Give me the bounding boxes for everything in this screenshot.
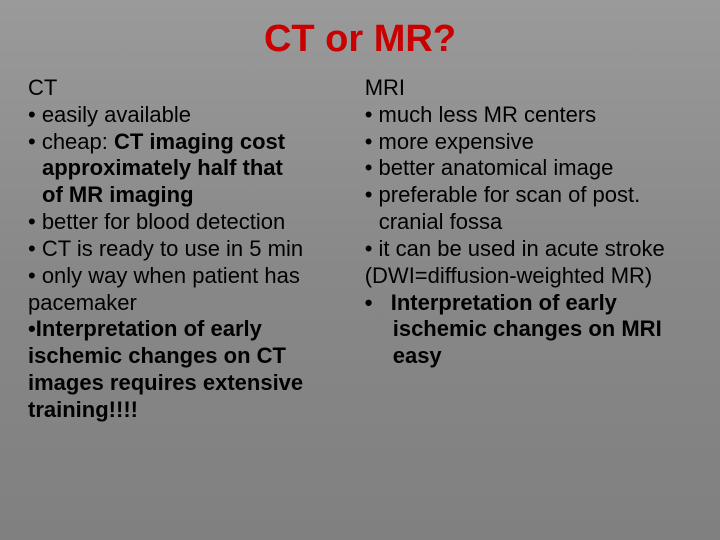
mri-line-7: (DWI=diffusion-weighted MR) bbox=[365, 263, 697, 290]
right-column: MRI • much less MR centers • more expens… bbox=[365, 75, 697, 424]
mri-line-9: ischemic changes on MRI bbox=[365, 316, 697, 343]
mri-line-3: • better anatomical image bbox=[365, 155, 697, 182]
ct-line-2b: CT imaging cost bbox=[114, 129, 285, 154]
mri-line-2: • more expensive bbox=[365, 129, 697, 156]
ct-line-7: • only way when patient has bbox=[28, 263, 347, 290]
columns-container: CT • easily available • cheap: CT imagin… bbox=[28, 75, 692, 424]
ct-line-8: pacemaker bbox=[28, 290, 347, 317]
mri-heading: MRI bbox=[365, 75, 697, 102]
mri-line-5: cranial fossa bbox=[365, 209, 697, 236]
ct-line-9: •Interpretation of early bbox=[28, 316, 347, 343]
slide: CT or MR? CT • easily available • cheap:… bbox=[0, 0, 720, 540]
ct-line-11: images requires extensive bbox=[28, 370, 347, 397]
left-column: CT • easily available • cheap: CT imagin… bbox=[28, 75, 347, 424]
ct-heading: CT bbox=[28, 75, 347, 102]
ct-line-6: • CT is ready to use in 5 min bbox=[28, 236, 347, 263]
ct-line-4: of MR imaging bbox=[28, 182, 347, 209]
mri-line-1: • much less MR centers bbox=[365, 102, 697, 129]
slide-title: CT or MR? bbox=[28, 18, 692, 61]
ct-line-10: ischemic changes on CT bbox=[28, 343, 347, 370]
ct-line-12: training!!!! bbox=[28, 397, 347, 424]
ct-line-2a: • cheap: bbox=[28, 129, 114, 154]
ct-line-3: approximately half that bbox=[28, 155, 347, 182]
mri-line-6: • it can be used in acute stroke bbox=[365, 236, 697, 263]
mri-line-10: easy bbox=[365, 343, 697, 370]
mri-line-4: • preferable for scan of post. bbox=[365, 182, 697, 209]
ct-line-2: • cheap: CT imaging cost bbox=[28, 129, 347, 156]
ct-line-5: • better for blood detection bbox=[28, 209, 347, 236]
mri-line-8: • Interpretation of early bbox=[365, 290, 697, 317]
ct-line-1: • easily available bbox=[28, 102, 347, 129]
